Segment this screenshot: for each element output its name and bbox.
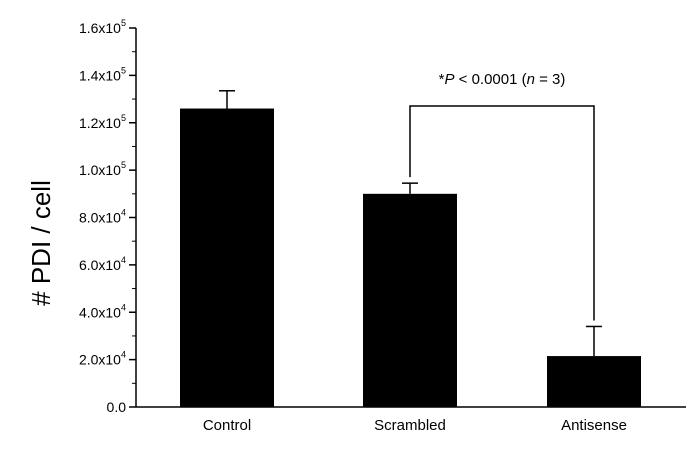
p-value: < 0.0001 ( <box>454 71 526 88</box>
p-symbol: P <box>444 71 454 88</box>
y-tick-labels: 0.0 2.0x104 4.0x104 6.0x104 8.0x104 1.0x105 1.… <box>79 18 126 415</box>
n-symbol: n <box>527 71 535 88</box>
category-label: Scrambled <box>374 417 446 434</box>
category-labels: Control Scrambled Antisense <box>203 417 627 434</box>
significance-annotation: *P < 0.0001 (n = 3) <box>409 71 595 321</box>
bars <box>180 108 641 407</box>
y-tick-label: 1.0x105 <box>79 160 126 178</box>
y-tick-label: 4.0x104 <box>79 302 126 320</box>
category-label: Antisense <box>561 417 627 434</box>
bar <box>363 193 457 407</box>
y-tick-label: 6.0x104 <box>79 255 126 273</box>
y-tick-label: 1.4x105 <box>79 65 126 83</box>
y-tick-label: 1.2x105 <box>79 113 126 131</box>
y-tick-label: 1.6x105 <box>79 18 126 36</box>
y-axis <box>129 27 137 408</box>
bar <box>547 356 641 407</box>
error-bars <box>219 90 602 357</box>
significance-text: *P < 0.0001 (n = 3) <box>439 71 566 88</box>
bar <box>180 108 274 407</box>
n-value: = 3) <box>535 71 565 88</box>
y-tick-label: 8.0x104 <box>79 208 126 226</box>
asterisk: * <box>439 71 445 88</box>
category-label: Control <box>203 417 251 434</box>
significance-bracket <box>409 105 595 321</box>
y-tick-label: 2.0x104 <box>79 350 126 368</box>
y-tick-label: 0.0 <box>107 399 127 415</box>
y-axis-label: # PDI / cell <box>26 180 56 306</box>
